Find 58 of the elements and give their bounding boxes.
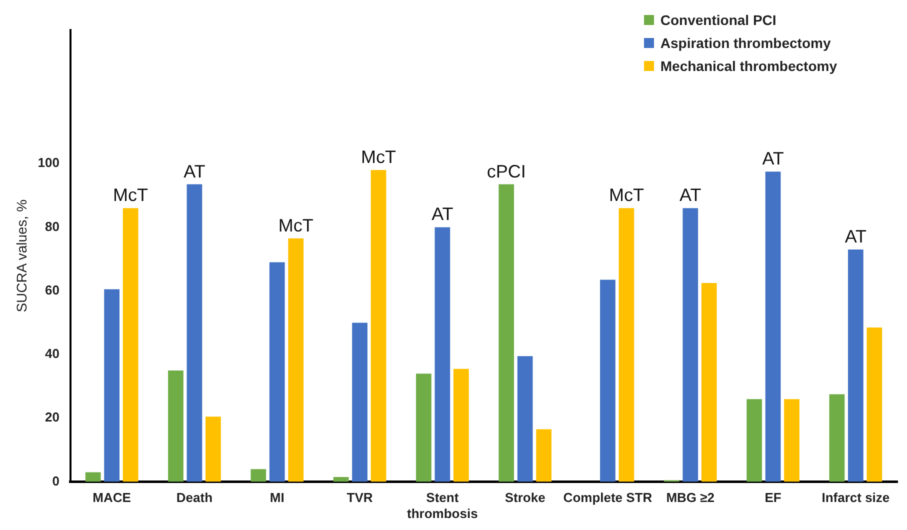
x-tick-label: TVR [346, 490, 374, 506]
bar [829, 394, 845, 482]
bar [122, 208, 138, 482]
legend-label: Mechanical thrombectomy [660, 58, 837, 74]
bar [333, 477, 349, 482]
x-tick-label: MI [270, 490, 284, 506]
data-label: McT [113, 185, 148, 206]
bar [498, 184, 514, 482]
x-tick-label: MACE [92, 490, 132, 506]
data-label: McT [608, 185, 644, 206]
x-tick-label: Complete STR [563, 490, 653, 506]
bar [453, 368, 469, 482]
bar [104, 289, 120, 482]
y-tick-label: 40 [45, 346, 60, 362]
bar [186, 184, 202, 482]
data-label: AT [680, 185, 702, 206]
bar [269, 262, 285, 482]
data-label: AT [432, 204, 454, 224]
data-label: AT [762, 148, 784, 169]
data-label: AT [844, 226, 867, 247]
bar [848, 250, 864, 482]
x-tick-label: Infarct size [822, 490, 890, 506]
data-label: McT [361, 146, 396, 167]
bar [352, 322, 368, 482]
bar [600, 280, 616, 482]
bar [765, 172, 781, 482]
bar [85, 472, 101, 482]
legend-label: Aspiration thrombectomy [660, 34, 831, 50]
bar [370, 170, 386, 482]
bar [168, 370, 184, 482]
data-label: cPCI [486, 161, 526, 182]
y-tick-label: 80 [45, 218, 60, 234]
y-axis-title: SUCRA values, % [13, 199, 30, 312]
bar [682, 208, 698, 482]
bar [701, 282, 717, 482]
x-tick-label: Stroke [504, 490, 546, 506]
bar [416, 374, 432, 482]
y-tick-label: 20 [45, 410, 60, 425]
data-label: AT [184, 161, 206, 182]
bar [536, 429, 552, 482]
bar [746, 399, 762, 482]
y-tick-label: 100 [38, 155, 60, 170]
x-tick-label: Death [176, 490, 213, 506]
bar [288, 238, 304, 482]
bar [866, 327, 882, 482]
bar [434, 227, 450, 482]
legend-label: Conventional PCI [660, 12, 776, 28]
x-tick-label: MBG ≥2 [666, 490, 715, 506]
bar [517, 356, 533, 482]
bar [250, 469, 266, 482]
bar [784, 399, 800, 482]
x-tick-label: Stent thrombosis [407, 490, 478, 521]
y-tick-label: 0 [52, 473, 60, 488]
x-tick-label: EF [764, 490, 782, 506]
y-tick-label: 60 [45, 282, 60, 298]
bar [206, 416, 221, 482]
bar [618, 208, 634, 482]
data-label: McT [278, 215, 314, 236]
